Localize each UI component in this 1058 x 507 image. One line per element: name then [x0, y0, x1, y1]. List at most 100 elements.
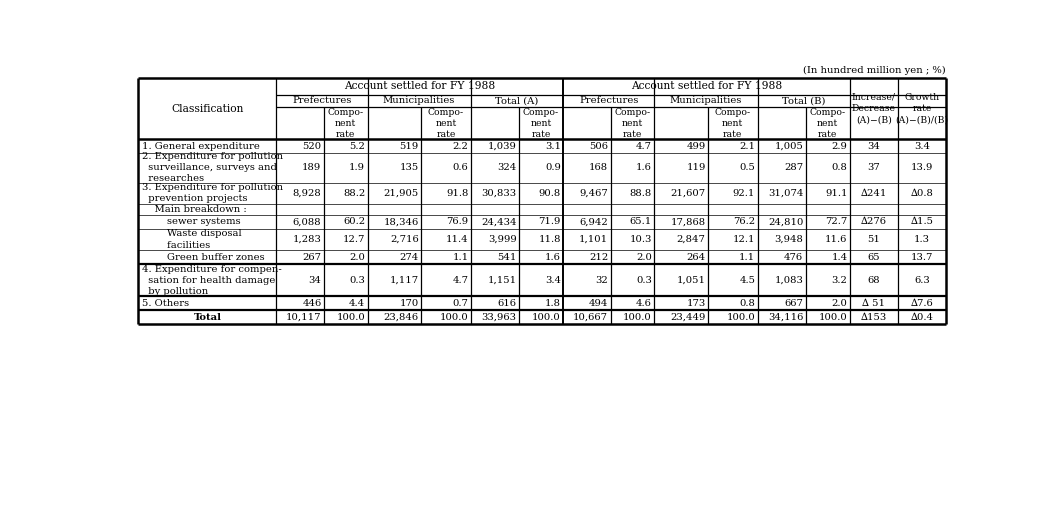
Text: 1.1: 1.1: [453, 252, 469, 262]
Text: 4.5: 4.5: [740, 276, 755, 285]
Text: ∆153: ∆153: [861, 313, 887, 322]
Text: Total (B): Total (B): [782, 96, 825, 105]
Text: 476: 476: [784, 252, 803, 262]
Text: 324: 324: [497, 163, 516, 172]
Text: 4. Expenditure for compen-
  sation for health damage
  by pollution: 4. Expenditure for compen- sation for he…: [142, 265, 281, 296]
Text: 5. Others: 5. Others: [142, 299, 188, 308]
Text: 3.4: 3.4: [914, 142, 930, 151]
Text: (In hundred million yen ; %): (In hundred million yen ; %): [803, 66, 946, 76]
Text: 91.8: 91.8: [446, 189, 469, 198]
Text: Compo-
nent
rate: Compo- nent rate: [715, 107, 751, 139]
Text: ∆7.6: ∆7.6: [911, 299, 933, 308]
Text: 519: 519: [400, 142, 419, 151]
Text: 65.1: 65.1: [630, 218, 652, 226]
Text: 34: 34: [309, 276, 322, 285]
Text: 0.9: 0.9: [545, 163, 561, 172]
Text: 2.9: 2.9: [832, 142, 847, 151]
Text: 5.2: 5.2: [349, 142, 365, 151]
Text: Total (A): Total (A): [495, 96, 539, 105]
Text: 2. Expenditure for pollution
  surveillance, surveys and
  researches: 2. Expenditure for pollution surveillanc…: [142, 152, 282, 184]
Text: 12.1: 12.1: [733, 235, 755, 244]
Text: 1,101: 1,101: [579, 235, 608, 244]
Text: 4.7: 4.7: [453, 276, 469, 285]
Text: 10.3: 10.3: [630, 235, 652, 244]
Text: 446: 446: [303, 299, 322, 308]
Text: 100.0: 100.0: [440, 313, 469, 322]
Text: 11.4: 11.4: [445, 235, 469, 244]
Text: 1.1: 1.1: [740, 252, 755, 262]
Text: 168: 168: [589, 163, 608, 172]
Text: Municipalities: Municipalities: [670, 96, 742, 105]
Text: 1,117: 1,117: [389, 276, 419, 285]
Text: 1,005: 1,005: [774, 142, 803, 151]
Text: 12.7: 12.7: [343, 235, 365, 244]
Text: 135: 135: [400, 163, 419, 172]
Text: 1,151: 1,151: [488, 276, 516, 285]
Text: 1.6: 1.6: [545, 252, 561, 262]
Text: 13.7: 13.7: [911, 252, 933, 262]
Text: 88.2: 88.2: [343, 189, 365, 198]
Text: 34,116: 34,116: [768, 313, 803, 322]
Text: 2.2: 2.2: [453, 142, 469, 151]
Text: 88.8: 88.8: [630, 189, 652, 198]
Text: 4.7: 4.7: [636, 142, 652, 151]
Text: 267: 267: [303, 252, 322, 262]
Text: 30,833: 30,833: [481, 189, 516, 198]
Text: 1,083: 1,083: [774, 276, 803, 285]
Text: ∆0.4: ∆0.4: [911, 313, 933, 322]
Text: 119: 119: [687, 163, 706, 172]
Text: ∆0.8: ∆0.8: [911, 189, 933, 198]
Text: 1,051: 1,051: [677, 276, 706, 285]
Text: 0.8: 0.8: [832, 163, 847, 172]
Text: 264: 264: [687, 252, 706, 262]
Text: 1,039: 1,039: [488, 142, 516, 151]
Text: Waste disposal
        facilities: Waste disposal facilities: [142, 230, 241, 249]
Text: 68: 68: [868, 276, 880, 285]
Text: 100.0: 100.0: [727, 313, 755, 322]
Text: Compo-
nent
rate: Compo- nent rate: [523, 107, 559, 139]
Text: 13.9: 13.9: [911, 163, 933, 172]
Text: 3,948: 3,948: [774, 235, 803, 244]
Text: 91.1: 91.1: [825, 189, 847, 198]
Text: 616: 616: [497, 299, 516, 308]
Text: sewer systems: sewer systems: [142, 218, 240, 226]
Text: 76.2: 76.2: [733, 218, 755, 226]
Text: Account settled for FY 1988: Account settled for FY 1988: [631, 81, 782, 91]
Text: 1. General expenditure: 1. General expenditure: [142, 142, 259, 151]
Text: 520: 520: [303, 142, 322, 151]
Text: ∆ 51: ∆ 51: [862, 299, 886, 308]
Text: 32: 32: [596, 276, 608, 285]
Text: 6,942: 6,942: [580, 218, 608, 226]
Text: 1.3: 1.3: [914, 235, 930, 244]
Text: 2.0: 2.0: [832, 299, 847, 308]
Text: Prefectures: Prefectures: [579, 96, 638, 105]
Text: 60.2: 60.2: [343, 218, 365, 226]
Text: 189: 189: [303, 163, 322, 172]
Text: 31,074: 31,074: [768, 189, 803, 198]
Text: Compo-
nent
rate: Compo- nent rate: [328, 107, 364, 139]
Text: 6.3: 6.3: [914, 276, 930, 285]
Text: 65: 65: [868, 252, 880, 262]
Text: 92.1: 92.1: [733, 189, 755, 198]
Text: Increase/
Decrease
(A)−(B): Increase/ Decrease (A)−(B): [852, 93, 896, 124]
Text: 3. Expenditure for pollution
  prevention projects: 3. Expenditure for pollution prevention …: [142, 183, 282, 203]
Text: Prefectures: Prefectures: [292, 96, 351, 105]
Text: Classification: Classification: [171, 103, 243, 114]
Text: Main breakdown :: Main breakdown :: [142, 205, 247, 214]
Text: 494: 494: [589, 299, 608, 308]
Text: Municipalities: Municipalities: [383, 96, 455, 105]
Text: 100.0: 100.0: [623, 313, 652, 322]
Text: 0.8: 0.8: [740, 299, 755, 308]
Text: 499: 499: [687, 142, 706, 151]
Text: 0.3: 0.3: [349, 276, 365, 285]
Text: 76.9: 76.9: [446, 218, 469, 226]
Text: 11.6: 11.6: [825, 235, 847, 244]
Text: 4.6: 4.6: [636, 299, 652, 308]
Text: 2.1: 2.1: [740, 142, 755, 151]
Text: 506: 506: [589, 142, 608, 151]
Text: 100.0: 100.0: [336, 313, 365, 322]
Text: ∆241: ∆241: [861, 189, 887, 198]
Text: 9,467: 9,467: [580, 189, 608, 198]
Text: Growth
rate
(A)−(B)/(B): Growth rate (A)−(B)/(B): [895, 93, 949, 124]
Text: 4.4: 4.4: [349, 299, 365, 308]
